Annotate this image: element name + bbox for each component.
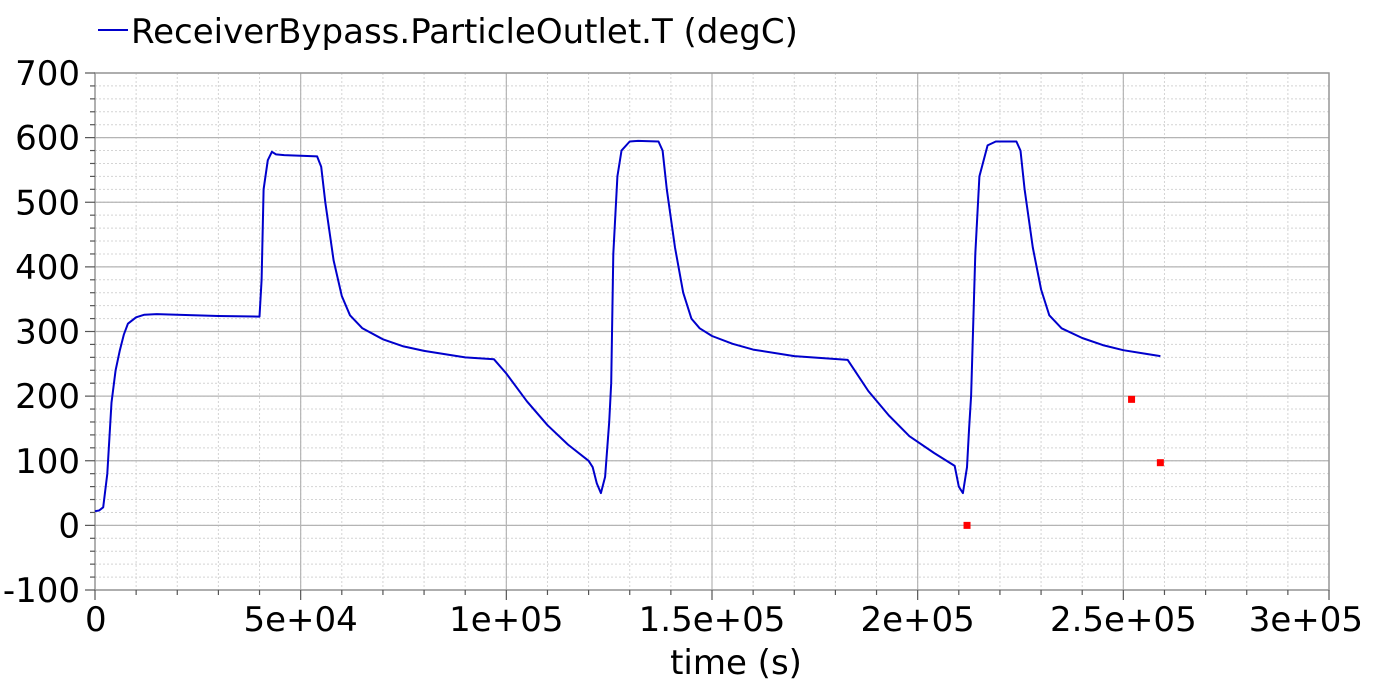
red-marker-point bbox=[963, 521, 971, 529]
y-tick-label: 700 bbox=[15, 54, 80, 94]
red-marker-point bbox=[1156, 459, 1164, 467]
legend: ReceiverBypass.ParticleOutlet.T (degC) bbox=[98, 12, 798, 52]
marker-layer bbox=[963, 395, 1164, 529]
y-tick-label: 200 bbox=[15, 377, 80, 417]
y-tick-label: 400 bbox=[15, 248, 80, 288]
x-tick-label: 2e+05 bbox=[861, 600, 975, 640]
y-axis-tick-labels: -100 0 100 200 300 400 500 600 700 bbox=[3, 54, 80, 611]
x-tick-label: 1e+05 bbox=[449, 600, 563, 640]
x-axis-label: time (s) bbox=[670, 643, 802, 683]
series-layer bbox=[94, 139, 1161, 513]
y-tick-label: 600 bbox=[15, 119, 80, 159]
axis-tick-marks bbox=[85, 72, 1330, 600]
legend-label: ReceiverBypass.ParticleOutlet.T (degC) bbox=[131, 12, 798, 52]
y-tick-label: -100 bbox=[3, 571, 80, 611]
x-tick-label: 3e+05 bbox=[1249, 600, 1363, 640]
x-axis-tick-labels: 0 5e+04 1e+05 1.5e+05 2e+05 2.5e+05 3e+05 bbox=[85, 600, 1363, 640]
y-tick-label: 300 bbox=[15, 313, 80, 353]
y-tick-label: 100 bbox=[15, 442, 80, 482]
x-tick-label: 5e+04 bbox=[244, 600, 358, 640]
x-tick-label: 1.5e+05 bbox=[639, 600, 786, 640]
x-tick-label: 2.5e+05 bbox=[1050, 600, 1197, 640]
y-tick-label: 500 bbox=[15, 183, 80, 223]
red-marker-point bbox=[1128, 395, 1136, 403]
y-tick-label: 0 bbox=[58, 506, 80, 546]
series-line bbox=[94, 139, 1161, 513]
x-tick-label: 0 bbox=[85, 600, 107, 640]
